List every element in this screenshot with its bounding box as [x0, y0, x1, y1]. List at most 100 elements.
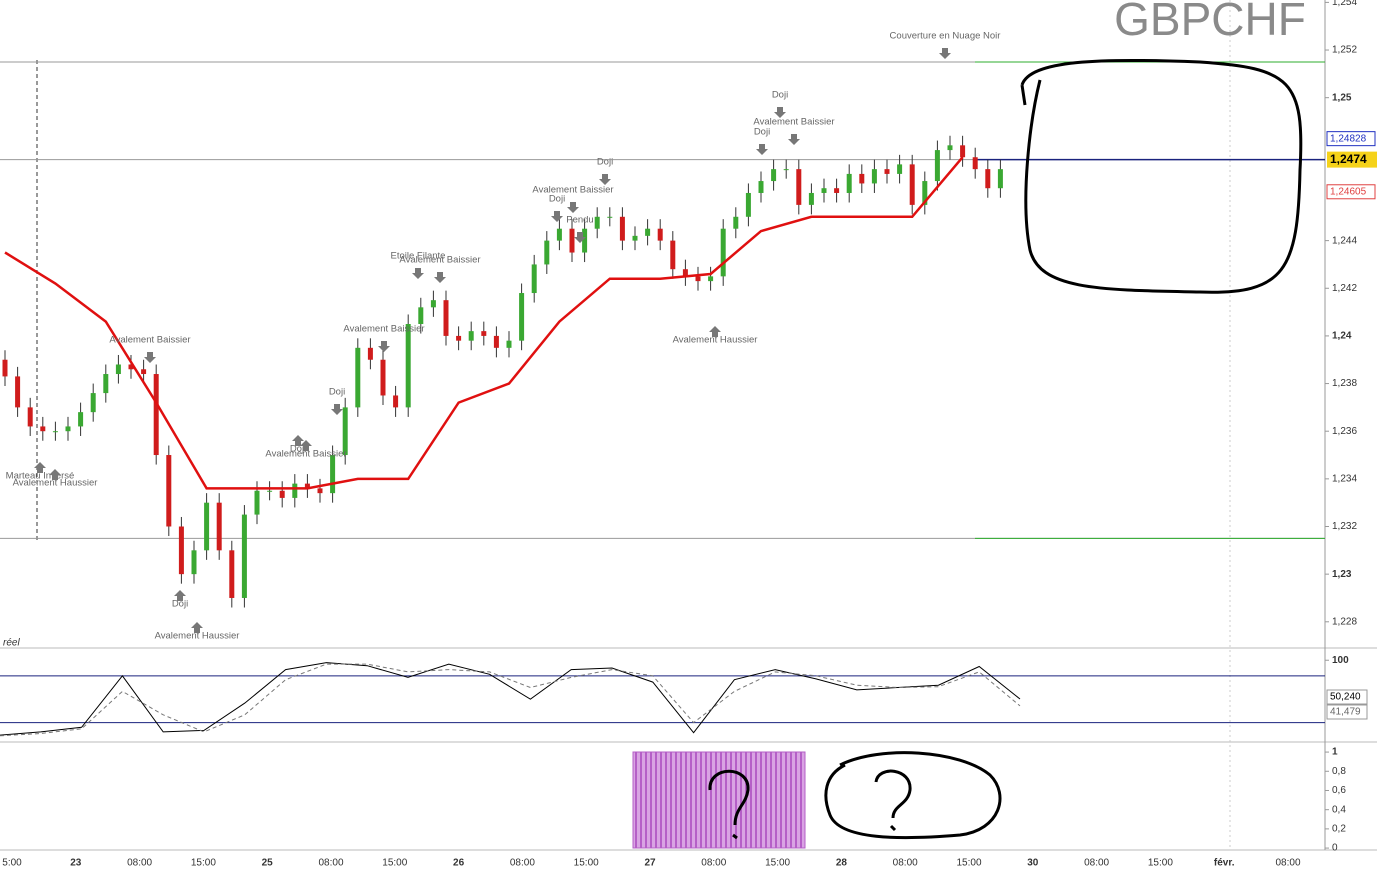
candle-body — [519, 293, 525, 341]
y-tick-label: 1,232 — [1332, 521, 1357, 532]
candle-body — [670, 240, 676, 270]
question-mark — [708, 769, 750, 840]
candle-body — [582, 228, 588, 253]
pattern-arrow — [49, 469, 61, 480]
candle-body — [619, 216, 625, 241]
y-tick-label: 1,25 — [1332, 92, 1352, 103]
x-tick-label: 15:00 — [382, 858, 407, 869]
last-value-box — [1326, 704, 1368, 720]
x-tick-label: 08:00 — [318, 858, 343, 869]
candle-body — [846, 173, 852, 193]
candle-body — [569, 228, 575, 253]
candle-body — [481, 331, 487, 336]
pattern-arrow — [709, 326, 721, 337]
candle-body — [191, 550, 197, 575]
y-tick-label: 1,23 — [1332, 569, 1352, 580]
kijun-line — [4, 156, 964, 490]
y-tick-label: 0,8 — [1332, 766, 1346, 777]
x-tick-label: 25 — [262, 858, 274, 869]
candle-body — [229, 550, 235, 598]
y-tick-label: 1,238 — [1332, 378, 1357, 389]
pattern-arrow — [331, 404, 343, 415]
pattern-annotation: Avalement Baissier — [753, 117, 834, 128]
pattern-annotation: Avalement Haussier — [13, 478, 98, 489]
candle-body — [52, 431, 58, 433]
pattern-annotation: Avalement Baissier — [532, 185, 613, 196]
oscillator-line — [0, 663, 1021, 737]
pattern-annotation: Avalement Baissier — [265, 449, 346, 460]
candle-body — [166, 455, 172, 527]
candle-body — [972, 157, 978, 170]
y-tick-label: 1,236 — [1332, 426, 1357, 437]
candle-body — [645, 228, 651, 236]
candle-body — [405, 324, 411, 408]
candle-body — [103, 374, 109, 394]
candle-body — [65, 426, 71, 432]
pattern-annotation: Avalement Haussier — [155, 631, 240, 642]
candle-body — [267, 490, 273, 492]
x-tick-label: 30 — [1027, 858, 1039, 869]
x-tick-label: 08:00 — [701, 858, 726, 869]
candle-body — [708, 276, 714, 282]
candle-body — [330, 455, 336, 494]
last-value-box — [1326, 689, 1368, 705]
last-value-label: 41,479 — [1330, 707, 1361, 718]
pattern-annotation: Doji — [597, 157, 613, 168]
x-tick-label: 15:00 — [1148, 858, 1173, 869]
y-tick-label: 1,228 — [1332, 616, 1357, 627]
pattern-arrow — [174, 590, 186, 601]
candle-body — [607, 216, 613, 218]
pattern-annotation: Doji — [754, 127, 770, 138]
candle-body — [443, 300, 449, 336]
candle-body — [506, 340, 512, 348]
candle-body — [241, 514, 247, 598]
candle-body — [556, 228, 562, 241]
candle-body — [317, 488, 323, 494]
pattern-annotation: Marteau Inversé — [6, 471, 75, 482]
pattern-arrow — [300, 440, 312, 451]
candle-body — [430, 300, 436, 308]
candle-body — [733, 216, 739, 229]
last-value-label: 50,240 — [1330, 692, 1361, 703]
x-tick-label: 08:00 — [1275, 858, 1300, 869]
pattern-annotation: Doji — [329, 387, 345, 398]
candle-body — [720, 228, 726, 277]
candle-body — [960, 145, 966, 158]
candle-body — [153, 374, 159, 456]
candle-body — [934, 150, 940, 182]
candle-body — [657, 228, 663, 241]
current-price-box — [1327, 151, 1377, 168]
pattern-annotation: Doji — [772, 90, 788, 101]
x-tick-label: 08:00 — [893, 858, 918, 869]
pattern-annotation: Avalement Baissier — [343, 324, 424, 335]
x-tick-label: 5:00 — [2, 858, 22, 869]
candle-body — [821, 188, 827, 193]
candle-body — [544, 240, 550, 265]
y-tick-label: 1,24 — [1332, 331, 1352, 342]
candle-body — [682, 269, 688, 277]
candle-body — [884, 169, 890, 174]
y-tick-label: 1,252 — [1332, 45, 1357, 56]
y-tick-label: 1,234 — [1332, 473, 1357, 484]
pattern-arrow — [788, 134, 800, 145]
candle-body — [178, 526, 184, 575]
price-label-box — [1326, 131, 1376, 147]
candle-body — [468, 331, 474, 341]
candle-body — [128, 364, 134, 370]
candle-body — [531, 264, 537, 294]
candle-body — [493, 335, 499, 348]
x-tick-label: 28 — [836, 858, 848, 869]
candle-body — [947, 145, 953, 151]
candle-body — [115, 364, 121, 375]
pattern-arrow — [599, 174, 611, 185]
pattern-arrow — [574, 232, 586, 243]
candle-body — [27, 407, 33, 427]
hand-ellipse — [1020, 58, 1303, 294]
candle-body — [204, 502, 210, 551]
striped-box — [632, 751, 806, 849]
candle-body — [594, 216, 600, 229]
current-price-label: 1,2474 — [1330, 152, 1367, 166]
note: réel — [3, 638, 20, 649]
pattern-annotation: Avalement Baissier — [399, 255, 480, 266]
